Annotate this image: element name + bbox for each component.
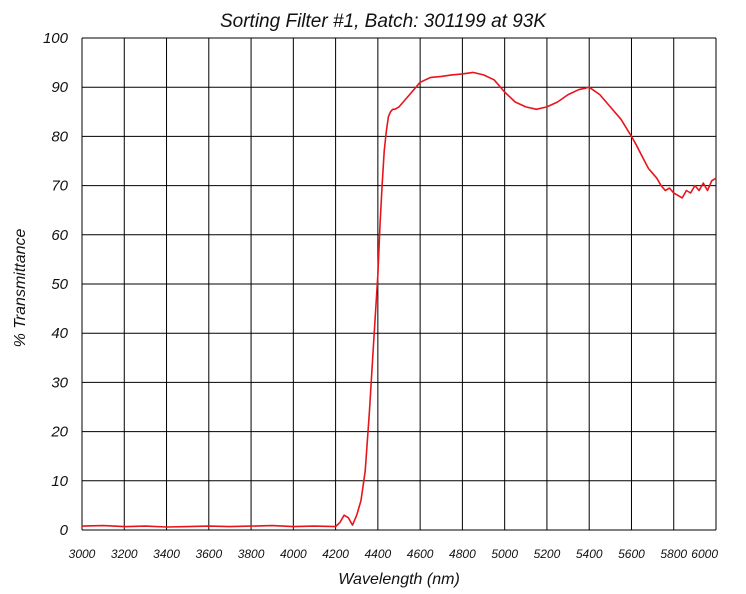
y-axis-ticks: 0 10 20 30 40 50 60 70 80 90 100 <box>43 30 69 539</box>
y-tick-label: 20 <box>50 424 68 441</box>
x-tick-label: 4400 <box>365 547 392 561</box>
y-tick-label: 10 <box>51 473 68 490</box>
y-tick-label: 0 <box>60 522 69 539</box>
x-tick-label: 5200 <box>534 547 561 561</box>
x-tick-label: 3400 <box>153 547 180 561</box>
x-tick-label: 5800 <box>660 547 687 561</box>
x-tick-label: 3600 <box>195 547 222 561</box>
x-tick-label: 3200 <box>111 547 138 561</box>
x-tick-label: 3000 <box>69 547 96 561</box>
y-tick-label: 50 <box>51 276 68 293</box>
y-tick-label: 80 <box>51 128 68 145</box>
y-tick-label: 100 <box>43 30 69 47</box>
x-tick-label: 3800 <box>238 547 265 561</box>
x-tick-label: 4800 <box>449 547 476 561</box>
grid <box>81 37 717 531</box>
transmittance-line <box>81 71 717 528</box>
y-tick-label: 30 <box>51 374 68 391</box>
x-tick-label: 4200 <box>322 547 349 561</box>
y-tick-label: 40 <box>51 325 68 342</box>
x-tick-label: 5000 <box>491 547 518 561</box>
x-tick-label: 4000 <box>280 547 307 561</box>
y-axis-label: % Transmittance <box>12 228 29 347</box>
x-tick-label: 6000 <box>691 547 718 561</box>
chart-title: Sorting Filter #1, Batch: 301199 at 93K <box>220 11 547 32</box>
x-tick-label: 5400 <box>576 547 603 561</box>
y-tick-label: 60 <box>51 227 68 244</box>
x-axis-ticks: 3000 3200 3400 3600 3800 4000 4200 4400 4600 4800… <box>69 547 719 561</box>
x-axis-label: Wavelength (nm) <box>338 571 460 588</box>
x-tick-label: 4600 <box>407 547 434 561</box>
y-tick-label: 90 <box>51 79 68 96</box>
x-tick-label: 5600 <box>618 547 645 561</box>
y-tick-label: 70 <box>51 178 68 195</box>
